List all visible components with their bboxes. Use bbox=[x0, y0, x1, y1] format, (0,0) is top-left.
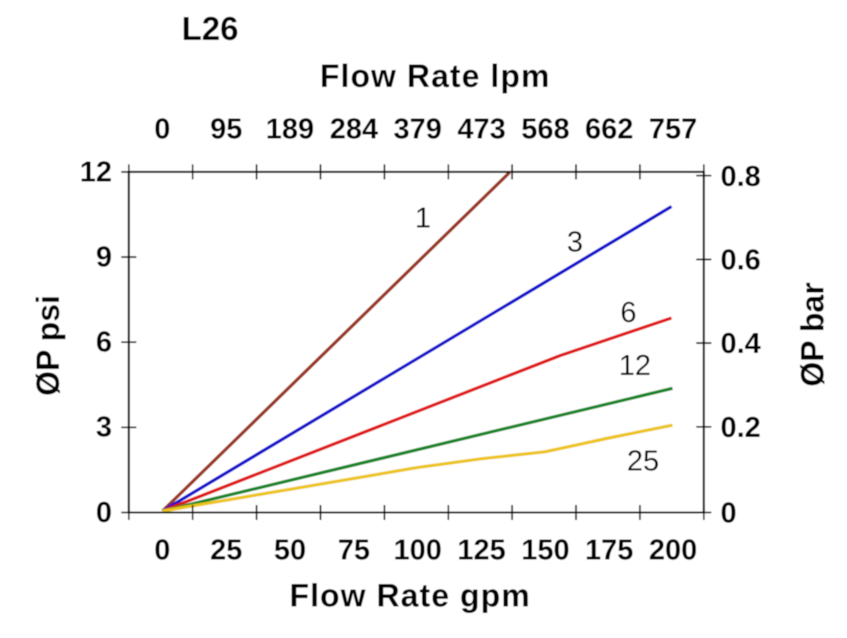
svg-text:757: 757 bbox=[649, 113, 697, 145]
svg-text:662: 662 bbox=[585, 113, 633, 145]
svg-text:568: 568 bbox=[521, 113, 569, 145]
svg-text:12: 12 bbox=[80, 156, 112, 188]
svg-text:200: 200 bbox=[649, 535, 697, 567]
svg-text:175: 175 bbox=[585, 535, 633, 567]
svg-text:Flow Rate lpm: Flow Rate lpm bbox=[320, 58, 551, 94]
svg-text:6: 6 bbox=[96, 327, 112, 359]
svg-text:ØP bar: ØP bar bbox=[795, 282, 831, 386]
svg-text:125: 125 bbox=[457, 535, 505, 567]
svg-text:3: 3 bbox=[567, 227, 583, 259]
svg-text:0.2: 0.2 bbox=[721, 412, 761, 444]
svg-text:189: 189 bbox=[266, 113, 314, 145]
svg-text:ØP psi: ØP psi bbox=[30, 295, 66, 396]
svg-text:0.6: 0.6 bbox=[721, 245, 761, 277]
svg-text:25: 25 bbox=[210, 535, 242, 567]
svg-text:150: 150 bbox=[521, 535, 569, 567]
svg-text:379: 379 bbox=[394, 113, 442, 145]
svg-text:12: 12 bbox=[619, 350, 651, 382]
svg-text:9: 9 bbox=[96, 241, 112, 273]
svg-text:0: 0 bbox=[154, 113, 170, 145]
svg-text:3: 3 bbox=[96, 412, 112, 444]
svg-text:100: 100 bbox=[394, 535, 442, 567]
svg-text:95: 95 bbox=[210, 113, 242, 145]
svg-text:L26: L26 bbox=[182, 10, 239, 47]
svg-text:6: 6 bbox=[620, 297, 636, 329]
svg-text:0: 0 bbox=[721, 498, 737, 530]
svg-text:50: 50 bbox=[274, 535, 306, 567]
svg-text:284: 284 bbox=[330, 113, 378, 145]
svg-text:0: 0 bbox=[96, 497, 112, 529]
svg-text:0.8: 0.8 bbox=[721, 161, 761, 193]
svg-text:75: 75 bbox=[338, 535, 370, 567]
svg-text:0: 0 bbox=[154, 535, 170, 567]
svg-text:Flow Rate gpm: Flow Rate gpm bbox=[289, 578, 530, 614]
svg-text:25: 25 bbox=[627, 446, 659, 478]
svg-text:1: 1 bbox=[415, 203, 431, 235]
svg-text:0.4: 0.4 bbox=[721, 328, 761, 360]
svg-text:473: 473 bbox=[457, 113, 505, 145]
